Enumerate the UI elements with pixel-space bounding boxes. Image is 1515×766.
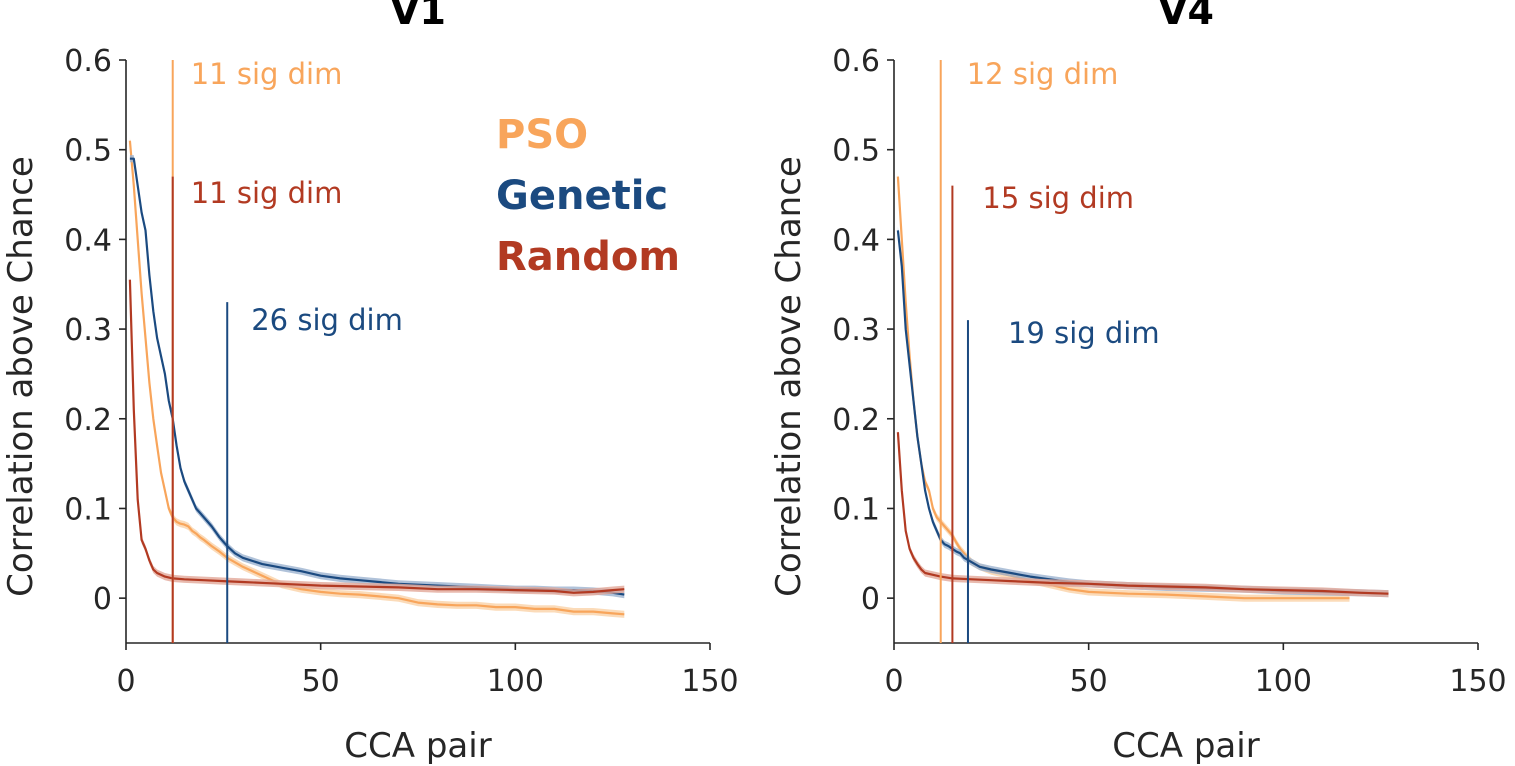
- panel-v1-random-line: [128, 279, 625, 594]
- panel-v4-x-tick-label: 150: [1449, 664, 1506, 699]
- panel-v4-pso-sig-label: 12 sig dim: [967, 57, 1119, 91]
- panel-v4-x-tick-label: 0: [884, 664, 903, 699]
- panel-v4-random-line: [896, 432, 1389, 595]
- panel-v1-y-tick-label: 0.1: [64, 492, 112, 527]
- panel-v1-genetic-band: [129, 155, 625, 599]
- panel-v4-y-tick-label: 0.2: [832, 403, 880, 438]
- panel-v1-y-tick-label: 0.4: [64, 223, 112, 258]
- panel-v4-genetic-line: [896, 230, 1389, 595]
- panel-v4-y-tick-label: 0.6: [832, 44, 880, 79]
- panel-v4-random-band: [897, 428, 1389, 598]
- panel-v1-genetic-sig-label: 26 sig dim: [251, 303, 403, 337]
- panel-v4-random-sig-label: 15 sig dim: [982, 181, 1134, 215]
- panel-v1-x-axis-label: CCA pair: [344, 726, 491, 766]
- panel-v4-y-axis-label: Correlation above Chance: [769, 156, 809, 597]
- panel-v4-y-tick-label: 0.3: [832, 313, 880, 348]
- panel-v1-y-tick-label: 0: [93, 582, 112, 617]
- panel-v1-y-tick-label: 0.2: [64, 403, 112, 438]
- panel-v4-genetic-sig-label: 19 sig dim: [1008, 316, 1160, 350]
- panel-v1-random-sig-label: 11 sig dim: [191, 176, 343, 210]
- panel-v1-y-axis-label: Correlation above Chance: [1, 156, 41, 597]
- panel-v4-x-axis-label: CCA pair: [1112, 726, 1259, 766]
- panel-v1-y-tick-label: 0.5: [64, 134, 112, 169]
- panel-v4-y-tick-label: 0.4: [832, 223, 880, 258]
- panel-v4-y-tick-label: 0: [861, 582, 880, 617]
- panel-v4-x-tick-label: 100: [1255, 664, 1312, 699]
- legend-random: Random: [496, 234, 680, 280]
- panel-v4-x-tick-label: 50: [1070, 664, 1108, 699]
- legend-genetic: Genetic: [496, 173, 668, 219]
- panel-v1-pso-sig-label: 11 sig dim: [191, 57, 343, 91]
- panel-v4-genetic-band: [897, 226, 1389, 598]
- panel-v1-y-tick-label: 0.6: [64, 44, 112, 79]
- panel-v1-title: V1: [390, 0, 446, 33]
- panel-v1-genetic-line: [129, 157, 625, 596]
- panel-v1-y-tick-label: 0.3: [64, 313, 112, 348]
- panel-v4-y-tick-label: 0.5: [832, 134, 880, 169]
- panel-v4-pso-line: [896, 176, 1350, 600]
- panel-v4-y-tick-label: 0.1: [832, 492, 880, 527]
- panel-v1-x-tick-label: 0: [116, 664, 135, 699]
- panel-v4-title: V4: [1158, 0, 1214, 33]
- panel-v4-pso-band: [897, 173, 1350, 602]
- legend-pso: PSO: [496, 112, 588, 158]
- panel-v1-x-tick-label: 100: [487, 664, 544, 699]
- panel-v1-x-tick-label: 150: [681, 664, 738, 699]
- panel-v1-x-tick-label: 50: [302, 664, 340, 699]
